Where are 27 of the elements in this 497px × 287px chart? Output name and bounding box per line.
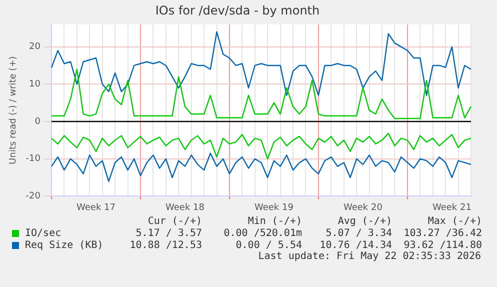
text: 93.62 /114.80	[402, 240, 482, 251]
text: 5.07 / 3.34	[324, 228, 392, 239]
text: 10.88 /12.53	[128, 240, 202, 251]
text: 0.00 /520.01m	[222, 228, 302, 239]
text: 103.27 /36.42	[402, 228, 482, 239]
y-tick-label: 0	[34, 116, 41, 127]
text: Last update: Fri May 22 02:35:33 2026	[257, 251, 481, 262]
text: 10.76 /14.34	[318, 240, 392, 251]
text: 0.00 / 5.54	[234, 240, 302, 251]
x-tick-label: Week 21	[432, 202, 472, 213]
text: Min (-/+)	[246, 216, 302, 227]
y-tick-label: -20	[26, 192, 41, 202]
y-tick-label: -10	[26, 154, 41, 164]
text: 5.17 / 3.57	[134, 228, 202, 239]
y-tick-label: 10	[29, 80, 41, 90]
text: Max (-/+)	[426, 216, 482, 227]
y-tick-label: 20	[29, 42, 41, 52]
x-tick-label: Week 17	[76, 202, 116, 213]
x-tick-label: Week 20	[343, 202, 383, 213]
y-axis-title: Units read (-) / write (+)	[8, 56, 19, 164]
x-tick-label: Week 19	[254, 202, 294, 213]
text: Cur (-/+)	[146, 216, 202, 227]
x-tick-label: Week 18	[165, 202, 205, 213]
legend-label: Req Size (KB)	[25, 240, 104, 251]
legend-label: IO/sec	[25, 228, 62, 239]
text: Avg (-/+)	[336, 216, 392, 227]
chart-title: IOs for /dev/sda - by month	[155, 3, 320, 18]
